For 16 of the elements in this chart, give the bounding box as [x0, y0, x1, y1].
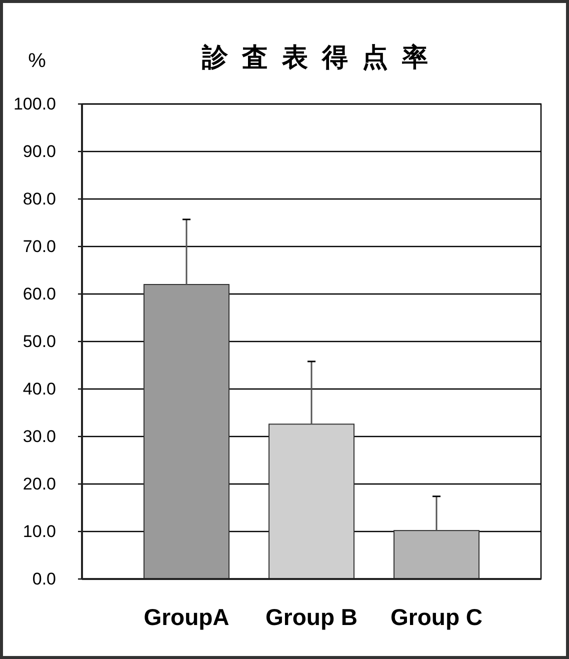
ytick-label: 90.0: [22, 142, 56, 161]
xtick-label: GroupA: [144, 604, 230, 630]
ytick-label: 60.0: [22, 284, 56, 304]
ylabel: %: [28, 50, 46, 72]
ytick-label: 50.0: [22, 332, 56, 351]
xtick-label: Group C: [390, 604, 482, 630]
ytick-label: 20.0: [22, 474, 56, 494]
ytick-label: 0.0: [32, 570, 56, 588]
ytick-label: 10.0: [22, 522, 56, 541]
title: 診査表得点率: [202, 42, 442, 72]
xtick-label: Group B: [266, 604, 358, 630]
ytick-label: 80.0: [22, 190, 56, 208]
ytick-label: 100.0: [13, 94, 56, 114]
ytick-label: 40.0: [22, 380, 56, 398]
ytick-label: 30.0: [22, 427, 56, 446]
ytick-label: 70.0: [22, 237, 56, 256]
